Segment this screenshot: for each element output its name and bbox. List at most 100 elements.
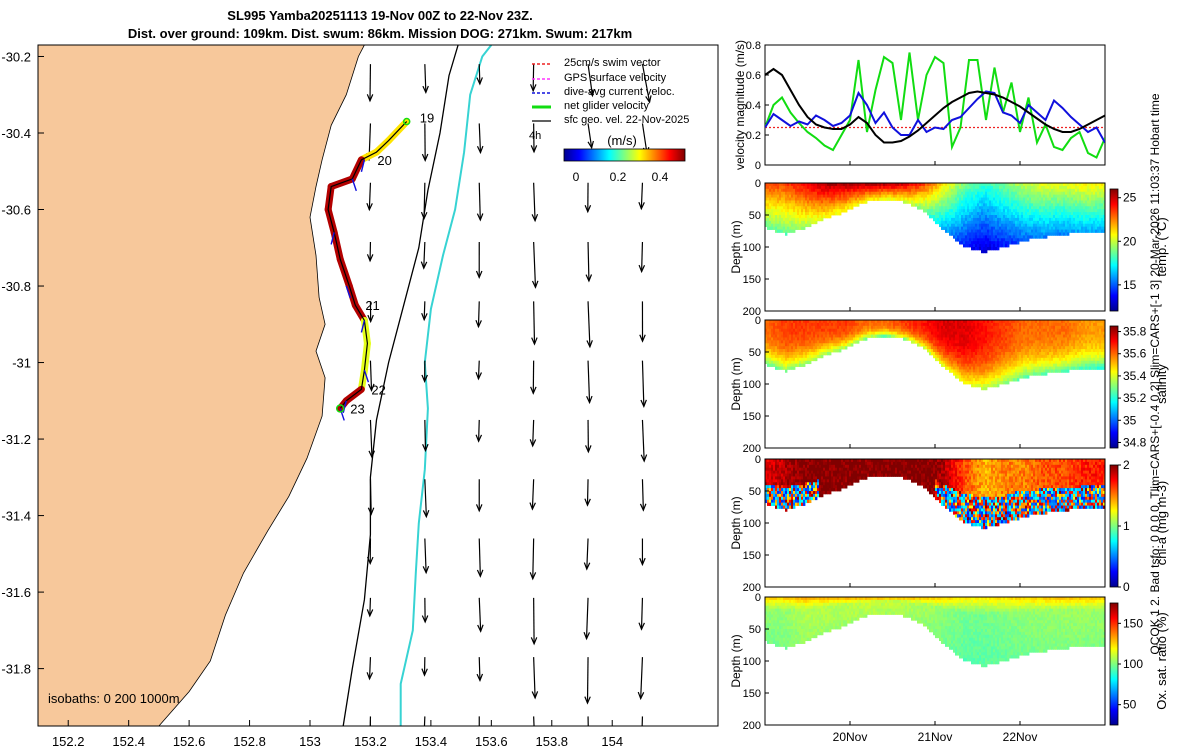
dive-avg-vector bbox=[339, 408, 345, 421]
geo-velocity-arrow bbox=[422, 419, 429, 453]
track-day-label: 22 bbox=[371, 382, 385, 397]
track-start-marker bbox=[402, 117, 411, 126]
dive-avg-vector bbox=[330, 232, 335, 245]
velocity-y-tick-label: 0.4 bbox=[746, 100, 761, 112]
legend-label-dive: dive-avg current veloc. bbox=[564, 86, 675, 98]
geo-velocity-arrow bbox=[477, 597, 484, 633]
geo-velocity-arrow bbox=[366, 538, 374, 566]
section-colorbar-tick: 35 bbox=[1123, 413, 1137, 427]
geo-velocity-arrow bbox=[531, 657, 539, 700]
velocity-y-tick-label: 0.6 bbox=[746, 70, 761, 82]
section-y-tick-label: 0 bbox=[755, 178, 761, 190]
map-x-tick-label: 152.6 bbox=[173, 734, 206, 749]
section-y-tick-label: 0 bbox=[755, 315, 761, 327]
geo-velocity-arrow bbox=[583, 538, 591, 571]
geo-velocity-arrow bbox=[476, 182, 484, 222]
dive-avg-vector bbox=[345, 285, 351, 299]
map-x-tick-label: 152.4 bbox=[112, 734, 145, 749]
section-panel-1: 0 50 100 150 200 Depth (m) 25 20 15 temp. (°C) bbox=[729, 178, 1169, 318]
section-colorbar-tick: 35.8 bbox=[1123, 325, 1147, 339]
geo-velocity-arrow bbox=[637, 657, 645, 701]
section-y-tick-label: 200 bbox=[743, 306, 761, 318]
geo-velocity-arrow bbox=[587, 716, 589, 726]
track-day-label: 20 bbox=[377, 153, 391, 168]
time-tick-label: 20Nov bbox=[833, 730, 868, 744]
section-colorbar-tick: 25 bbox=[1123, 191, 1137, 205]
section-y-tick-label: 50 bbox=[749, 347, 761, 359]
map-x-tick-label: 153.8 bbox=[536, 734, 569, 749]
section-colorbar bbox=[1109, 188, 1119, 312]
map-x-tick-label: 153.6 bbox=[475, 734, 508, 749]
geo-velocity-arrow bbox=[641, 64, 652, 104]
speed-colorbar-tick-0: 0 bbox=[573, 170, 580, 184]
map-axes-box bbox=[37, 44, 719, 727]
isobath-200m bbox=[342, 45, 459, 726]
map-y-tick-label: -31.8 bbox=[1, 662, 31, 677]
geo-velocity-arrow bbox=[530, 360, 537, 395]
section-colorbar-tick: 150 bbox=[1123, 616, 1143, 630]
geo-velocity-arrow bbox=[531, 301, 538, 346]
geo-velocity-arrow bbox=[367, 301, 374, 324]
geo-velocity-arrow bbox=[641, 716, 644, 726]
section-y-tick-label: 200 bbox=[743, 443, 761, 455]
geo-velocity-arrow bbox=[478, 716, 480, 726]
geo-velocity-arrow bbox=[639, 538, 646, 567]
geo-velocity-arrow bbox=[475, 242, 483, 279]
legend-label-swim: 25cm/s swim vector bbox=[564, 57, 661, 69]
section-ylabel: Depth (m) bbox=[729, 496, 743, 549]
geo-velocity-arrow bbox=[476, 123, 484, 155]
geo-velocity-arrow bbox=[639, 479, 647, 512]
geo-velocity-arrow bbox=[366, 597, 374, 618]
section-colorbar-tick: 35.4 bbox=[1123, 369, 1147, 383]
section-y-tick-label: 100 bbox=[743, 242, 761, 254]
geo-velocity-arrow bbox=[476, 657, 484, 682]
dive-avg-vector bbox=[351, 178, 357, 192]
section-ylabel: Depth (m) bbox=[729, 357, 743, 410]
geo-velocity-arrow bbox=[586, 301, 593, 349]
section-colorbar-tick: 34.8 bbox=[1123, 435, 1147, 449]
track-day-label: 19 bbox=[420, 111, 434, 126]
speed-colorbar-tick-04: 0.4 bbox=[652, 170, 669, 184]
geo-velocity-arrow bbox=[587, 64, 595, 98]
geo-velocity-arrow bbox=[476, 538, 484, 578]
geo-velocity-arrow bbox=[420, 242, 428, 270]
geo-velocity-arrow bbox=[367, 479, 375, 516]
geo-velocity-arrow bbox=[529, 419, 537, 448]
section-colorbar-label: temp. (°C) bbox=[1154, 217, 1169, 276]
vel-line-dive-avg bbox=[765, 90, 1105, 143]
map-x-tick-label: 153.2 bbox=[354, 734, 387, 749]
map-legend: 25cm/s swim vector GPS surface velocity … bbox=[529, 57, 689, 142]
geo-velocity-arrow bbox=[368, 419, 375, 459]
section-colorbar-tick: 15 bbox=[1123, 278, 1137, 292]
map-y-tick-label: -30.8 bbox=[1, 279, 31, 294]
dive-avg-vector bbox=[342, 400, 347, 413]
geo-velocity-arrow bbox=[422, 479, 430, 519]
geo-velocity-arrow bbox=[366, 242, 374, 263]
section-y-tick-label: 150 bbox=[743, 688, 761, 700]
map-x-tick-label: 153.4 bbox=[415, 734, 448, 749]
section-y-tick-label: 100 bbox=[743, 518, 761, 530]
geo-velocity-arrow bbox=[585, 419, 592, 454]
speed-colorbar-label: (m/s) bbox=[607, 133, 637, 148]
track-day-label: 23 bbox=[350, 401, 364, 416]
section-colorbar bbox=[1109, 602, 1119, 726]
geo-velocity-arrow bbox=[529, 538, 537, 581]
section-colorbar bbox=[1109, 464, 1119, 588]
geo-velocity-arrow bbox=[421, 123, 429, 163]
section-y-tick-label: 100 bbox=[743, 656, 761, 668]
section-y-tick-label: 0 bbox=[755, 592, 761, 604]
geo-velocity-arrow bbox=[422, 64, 429, 95]
map-y-tick-label: -31 bbox=[12, 356, 31, 371]
track-centerline bbox=[327, 121, 408, 409]
dive-avg-vector bbox=[360, 159, 366, 172]
legend-label-net: net glider velocity bbox=[564, 100, 649, 112]
geo-velocity-arrow bbox=[366, 182, 373, 212]
geo-velocity-arrow bbox=[533, 716, 535, 726]
geo-velocity-arrow bbox=[475, 419, 483, 443]
isobaths-legend: isobaths: 0 200 1000m bbox=[48, 691, 180, 706]
geo-velocity-arrow bbox=[531, 242, 539, 289]
section-y-tick-label: 50 bbox=[749, 624, 761, 636]
geo-velocity-arrow bbox=[366, 64, 374, 103]
